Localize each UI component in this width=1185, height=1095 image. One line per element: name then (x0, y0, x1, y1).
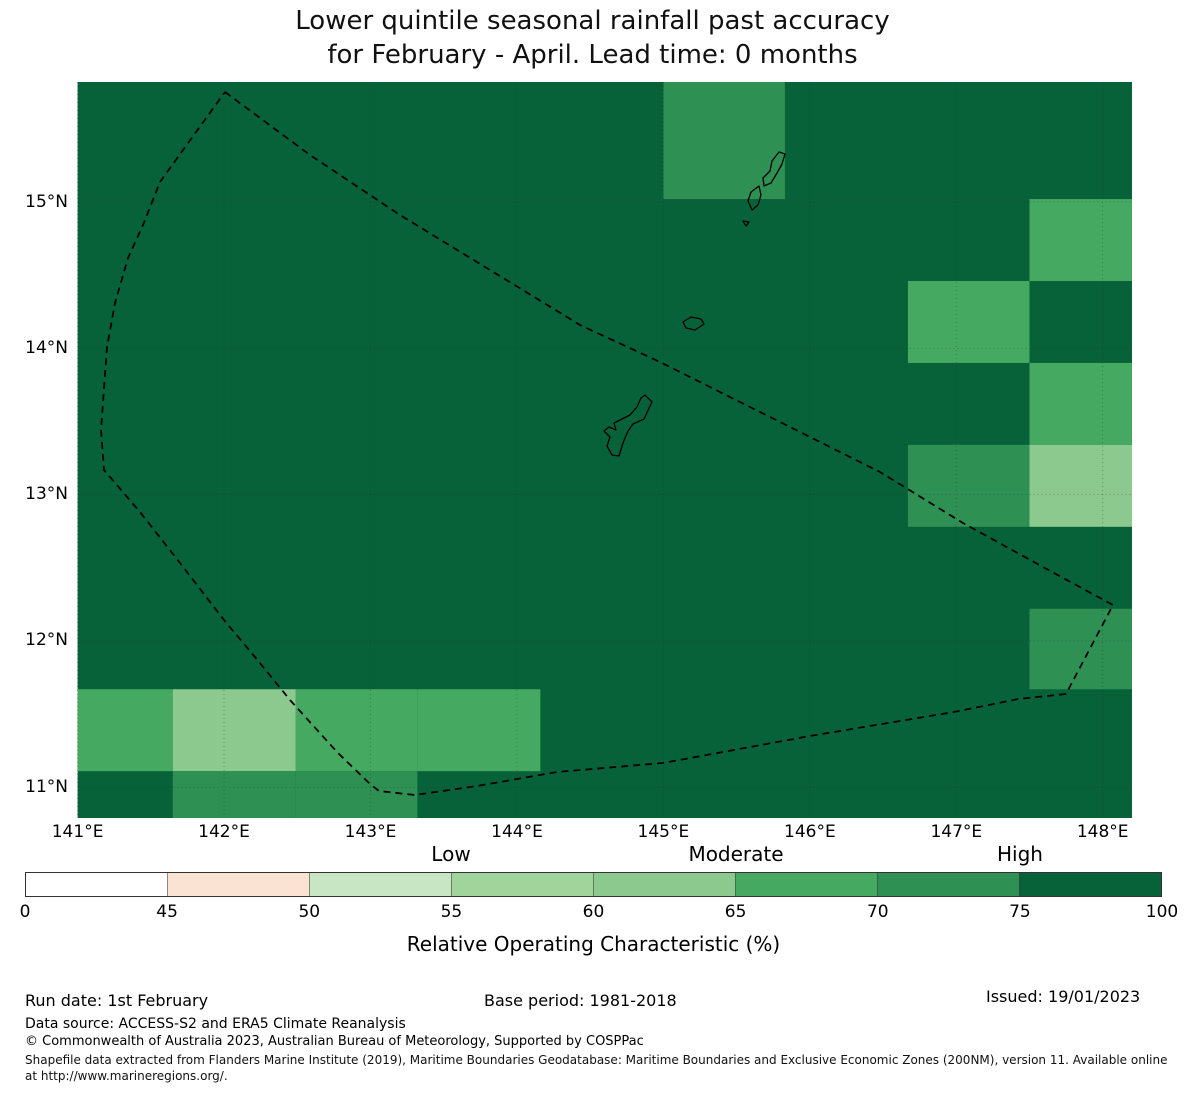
colorbar-segment-75-100 (1019, 873, 1161, 896)
colorbar-tick-55: 55 (440, 902, 463, 922)
roc-cell-2 (907, 280, 1030, 363)
colorbar-segment-70-75 (877, 873, 1019, 896)
y-tick-13n: 13°N (25, 484, 68, 504)
colorbar-segment-65-70 (735, 873, 877, 896)
x-tick-146e: 146°E (784, 822, 836, 842)
colorbar-segment-0-45 (26, 873, 167, 896)
roc-cell-0 (663, 82, 785, 200)
roc-cell-1 (1029, 199, 1132, 281)
x-tick-145e: 145°E (637, 822, 690, 842)
colorbar-tick-70: 70 (866, 902, 889, 922)
page-title: Lower quintile seasonal rainfall past ac… (0, 4, 1185, 72)
island-aguijan (742, 220, 750, 227)
colorbar-segment-45-50 (167, 873, 309, 896)
colorbar-tick-60: 60 (582, 902, 605, 922)
roc-cell-4 (907, 444, 1030, 527)
roc-cell-3 (1029, 362, 1132, 445)
colorbar-tick-65: 65 (724, 902, 747, 922)
y-tick-14n: 14°N (25, 338, 68, 358)
roc-cell-8 (172, 689, 296, 772)
base-period-text: Base period: 1981-2018 (484, 991, 677, 1010)
roc-cell-6 (1029, 608, 1132, 690)
title-line-2: for February - April. Lead time: 0 month… (327, 40, 858, 70)
roc-cell-11 (172, 771, 296, 818)
colorbar-tick-100: 100 (1145, 902, 1179, 922)
colorbar-axis-label: Relative Operating Characteristic (%) (406, 932, 781, 956)
eez-boundary (100, 91, 1114, 796)
x-tick-148e: 148°E (1076, 822, 1129, 842)
copyright-text: © Commonwealth of Australia 2023, Austra… (25, 1034, 644, 1049)
colorbar-tick-50: 50 (298, 902, 321, 922)
y-tick-15n: 15°N (25, 192, 68, 212)
colorbar-segment-50-55 (309, 873, 451, 896)
island-tinian (747, 185, 762, 211)
roc-cell-9 (295, 689, 418, 772)
colorbar-tick-75: 75 (1009, 902, 1031, 922)
x-tick-141e: 141°E (51, 822, 104, 842)
colorbar-category-low: Low (431, 842, 471, 866)
colorbar-category-moderate: Moderate (688, 842, 784, 866)
roc-cell-5 (1029, 444, 1132, 527)
run-date-text: Run date: 1st February (25, 991, 209, 1010)
issued-text: Issued: 19/01/2023 (986, 987, 1141, 1006)
shapefile-text-line2: at http://www.marineregions.org/. (25, 1069, 228, 1083)
shapefile-text-line1: Shapefile data extracted from Flanders M… (25, 1053, 1168, 1067)
island-rota (682, 316, 705, 331)
island-saipan (762, 151, 786, 187)
roc-cell-7 (77, 689, 173, 772)
colorbar-segment-60-65 (593, 873, 735, 896)
title-line-1: Lower quintile seasonal rainfall past ac… (295, 6, 890, 36)
roc-cell-12 (295, 771, 418, 818)
y-tick-12n: 12°N (25, 630, 68, 650)
x-tick-143e: 143°E (344, 822, 397, 842)
x-tick-147e: 147°E (930, 822, 983, 842)
x-tick-142e: 142°E (198, 822, 250, 842)
colorbar-tick-45: 45 (156, 902, 178, 922)
roc-cell-10 (417, 689, 541, 772)
colorbar-tick-0: 0 (19, 902, 31, 922)
data-source-text: Data source: ACCESS-S2 and ERA5 Climate … (25, 1016, 406, 1032)
x-tick-144e: 144°E (491, 822, 543, 842)
colorbar-category-high: High (997, 842, 1043, 866)
colorbar-segment-55-60 (451, 873, 593, 896)
colorbar (25, 872, 1162, 897)
y-tick-11n: 11°N (25, 777, 68, 797)
island-guam (603, 394, 653, 457)
